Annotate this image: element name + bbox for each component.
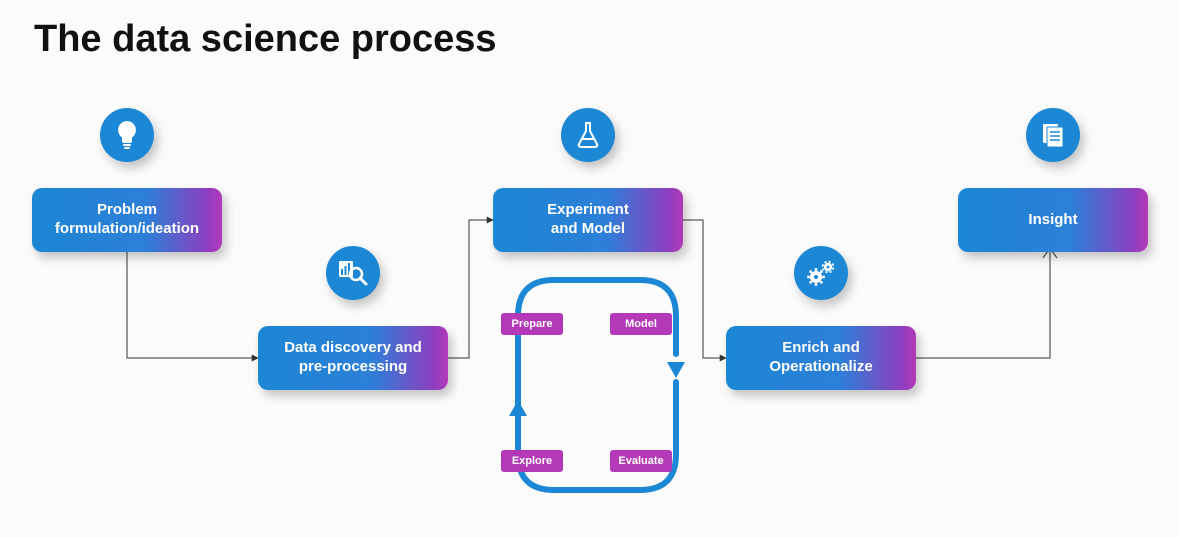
stage-enrich: Enrich and Operationalize [726, 326, 916, 390]
cycle-tag-prepare: Prepare [501, 313, 563, 335]
gears-icon [794, 246, 848, 300]
stage-discovery-label: Data discovery and pre-processing [284, 339, 422, 377]
stage-problem-label: Problem formulation/ideation [55, 201, 199, 239]
cycle-tag-explore: Explore [501, 450, 563, 472]
cycle-tag-model: Model [610, 313, 672, 335]
stage-problem: Problem formulation/ideation [32, 188, 222, 252]
lightbulb-icon [100, 108, 154, 162]
cycle-tag-evaluate: Evaluate [610, 450, 672, 472]
stage-enrich-label: Enrich and Operationalize [769, 339, 872, 377]
document-icon [1026, 108, 1080, 162]
flask-icon [561, 108, 615, 162]
stage-discovery: Data discovery and pre-processing [258, 326, 448, 390]
stage-experiment: Experiment and Model [493, 188, 683, 252]
stage-experiment-label: Experiment and Model [547, 201, 629, 239]
magnifier-chart-icon [326, 246, 380, 300]
cycle-loop [0, 0, 1178, 537]
page-title: The data science process [34, 18, 497, 61]
stage-insight-label: Insight [1028, 211, 1077, 230]
stage-insight: Insight [958, 188, 1148, 252]
connectors [0, 0, 1178, 537]
